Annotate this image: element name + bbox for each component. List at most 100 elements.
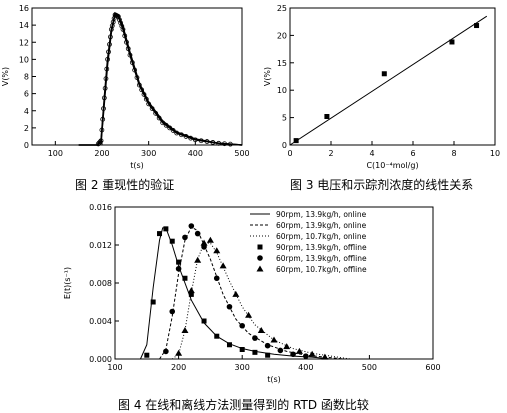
series-point xyxy=(163,348,169,355)
series-point xyxy=(194,256,202,263)
series-line xyxy=(159,226,345,360)
y-tick-label: 0 xyxy=(282,141,287,150)
fit-line xyxy=(289,15,488,146)
series-point xyxy=(182,275,188,281)
series-point xyxy=(264,342,271,349)
series-point xyxy=(187,287,195,294)
series-point xyxy=(295,347,303,354)
y-tick-label: 4 xyxy=(24,107,29,116)
x-tick-label: 300 xyxy=(235,363,250,372)
series-point xyxy=(182,234,188,241)
y-tick-label: 0.000 xyxy=(89,355,112,364)
x-tick-label: 4 xyxy=(369,149,374,158)
x-tick-label: 300 xyxy=(141,149,156,158)
data-point xyxy=(381,71,387,77)
series-point xyxy=(219,262,227,269)
series-point xyxy=(150,299,156,305)
y-tick-label: 6 xyxy=(24,90,29,99)
series-point xyxy=(188,291,194,297)
series-point xyxy=(214,333,220,339)
legend-marker xyxy=(257,255,263,261)
y-tick-label: 10 xyxy=(277,86,287,95)
x-tick-label: 100 xyxy=(48,149,63,158)
series-line xyxy=(139,227,332,360)
legend-label: 60rpm, 10.7kg/h, offline xyxy=(276,265,367,274)
y-tick-label: 2 xyxy=(24,124,29,133)
figure-2-caption: 图 2 重现性的验证 xyxy=(75,178,175,192)
y-tick-label: 5 xyxy=(282,114,287,123)
x-tick-label: 10 xyxy=(490,149,500,158)
data-point xyxy=(293,138,299,144)
legend-label: 90rpm, 13.9kg/h, online xyxy=(276,210,367,219)
replicate-line xyxy=(78,11,243,146)
x-tick-label: 6 xyxy=(410,149,415,158)
figure-4-rtd-comparison-chart: 100 200 300 400 500 600 0.000 0.004 0.008 0.012 0.… xyxy=(63,203,441,384)
x-axis-label: t(s) xyxy=(130,161,144,170)
legend-marker xyxy=(256,265,264,272)
y-tick-label: 25 xyxy=(277,4,287,13)
series-point xyxy=(226,303,233,310)
y-tick-label: 0.016 xyxy=(89,203,112,212)
legend-label: 90rpm, 13.9kg/h, offline xyxy=(276,243,367,252)
figure-3-caption: 图 3 电压和示踪剂浓度的线性关系 xyxy=(290,178,474,192)
series-point xyxy=(239,347,245,352)
legend-label: 60rpm, 13.9kg/h, online xyxy=(276,221,367,230)
y-axis-label: V(%) xyxy=(263,67,272,86)
series-point xyxy=(163,226,169,232)
x-tick-label: 2 xyxy=(328,149,333,158)
x-axis-label: C(10⁻⁴mol/g) xyxy=(366,161,418,170)
series-point xyxy=(169,308,176,315)
figure-4-caption: 图 4 在线和离线方法测量得到的 RTD 函数比较 xyxy=(118,398,369,412)
series-point xyxy=(265,352,271,358)
series-point xyxy=(206,236,214,243)
replicate-point xyxy=(97,139,103,145)
series-point xyxy=(303,353,309,359)
x-tick-label: 200 xyxy=(94,149,109,158)
data-point xyxy=(474,23,480,29)
series-point xyxy=(232,290,240,297)
figure-2-reproducibility-chart: 100 200 300 400 500 0 2 4 6 8 10 12 14 16 t(s) V(%) xyxy=(1,4,250,170)
series-point xyxy=(270,336,278,343)
series-point xyxy=(245,311,253,318)
y-axis-label: E(t)(s⁻¹) xyxy=(63,267,72,299)
series-point xyxy=(252,335,258,341)
y-tick-label: 8 xyxy=(24,73,29,82)
y-tick-label: 15 xyxy=(277,59,287,68)
y-tick-label: 10 xyxy=(19,55,29,64)
series-point xyxy=(226,342,232,348)
x-tick-label: 200 xyxy=(171,363,186,372)
series-point xyxy=(175,349,183,356)
x-tick-label: 400 xyxy=(188,149,203,158)
series-point xyxy=(176,259,182,265)
series-point xyxy=(188,223,195,229)
plot-frame xyxy=(289,7,496,146)
series-point xyxy=(308,350,316,357)
x-tick-label: 500 xyxy=(234,149,249,158)
data-point xyxy=(324,114,330,120)
series-point xyxy=(157,231,163,237)
series-point xyxy=(144,352,150,358)
y-tick-label: 0.012 xyxy=(89,241,112,250)
legend-label: 60rpm, 10.7kg/h, online xyxy=(276,232,367,241)
y-tick-label: 16 xyxy=(19,4,29,13)
x-tick-label: 100 xyxy=(107,363,122,372)
figure-3-linearity-chart: 0 2 4 6 8 10 0 5 10 15 20 25 C(10⁻⁴mol/g) V(%) xyxy=(263,4,500,170)
x-tick-label: 600 xyxy=(425,363,440,372)
x-axis-label: t(s) xyxy=(267,375,281,384)
series-point xyxy=(175,265,182,272)
series-point xyxy=(290,351,296,358)
series-point xyxy=(321,353,329,360)
series-point xyxy=(257,327,265,333)
series-point xyxy=(252,349,258,355)
series-point xyxy=(213,247,221,254)
y-tick-label: 14 xyxy=(19,21,29,30)
y-tick-label: 0 xyxy=(24,141,29,150)
series-point xyxy=(201,318,207,324)
data-point xyxy=(449,39,455,45)
legend-marker xyxy=(257,244,263,250)
y-tick-label: 12 xyxy=(19,38,29,47)
legend-label: 60rpm, 13.9kg/h, offline xyxy=(276,254,367,263)
series-point xyxy=(283,343,291,350)
x-tick-label: 400 xyxy=(298,363,313,372)
y-axis-label: V(%) xyxy=(1,67,10,86)
